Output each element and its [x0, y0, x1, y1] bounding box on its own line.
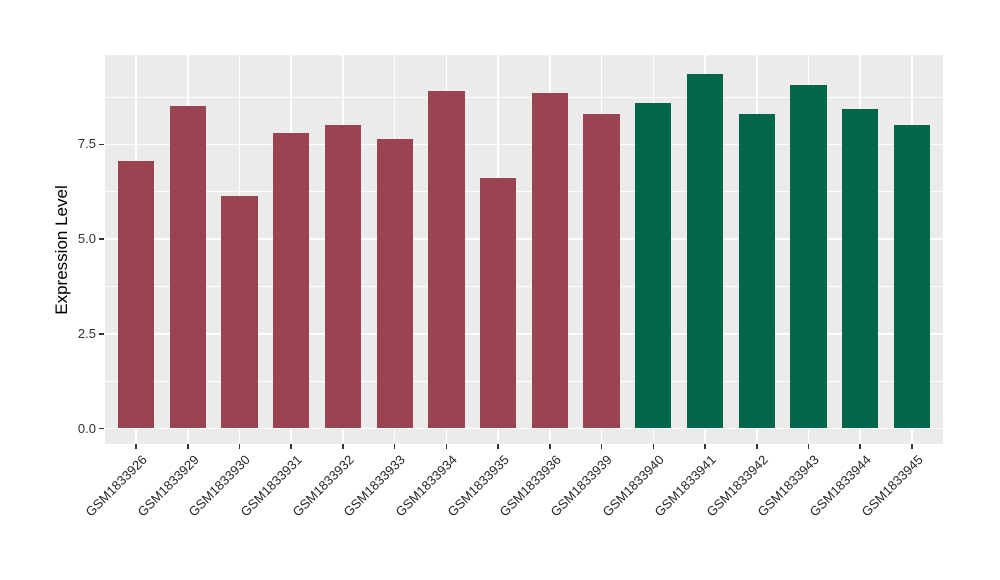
- gridline-major-y-7.5: [105, 143, 943, 146]
- bar-GSM1833940: [635, 103, 672, 429]
- x-tick-mark-GSM1833926: [135, 444, 137, 449]
- bar-GSM1833932: [324, 125, 362, 429]
- x-tick-mark-GSM1833943: [807, 444, 810, 449]
- gridline-minor-y-6.25: [105, 191, 943, 193]
- gridline-major-y-2.5: [105, 332, 943, 335]
- bar-GSM1833943: [790, 85, 827, 429]
- x-tick-mark-GSM1833930: [238, 444, 241, 449]
- bar-GSM1833930: [221, 196, 258, 429]
- bar-GSM1833939: [583, 114, 620, 429]
- gridline-major-y-5: [105, 238, 943, 240]
- x-tick-mark-GSM1833942: [756, 444, 758, 449]
- y-tick-label-5.0: 5.0: [77, 231, 96, 247]
- bar-GSM1833945: [893, 125, 931, 429]
- gridline-minor-y-1.25: [105, 380, 943, 382]
- bar-GSM1833926: [117, 160, 155, 429]
- x-tick-mark-GSM1833934: [445, 444, 448, 449]
- x-tick-mark-GSM1833941: [704, 444, 706, 449]
- y-tick-mark-5.0: [99, 238, 104, 240]
- bar-GSM1833933: [376, 139, 413, 429]
- y-tick-mark-7.5: [99, 143, 104, 146]
- x-tick-mark-GSM1833939: [600, 444, 603, 449]
- bar-GSM1833934: [428, 91, 465, 429]
- gridline-minor-y-8.75: [105, 96, 943, 98]
- y-tick-mark-0.0: [99, 427, 104, 430]
- x-tick-mark-GSM1833944: [859, 444, 861, 449]
- x-tick-mark-GSM1833936: [549, 444, 551, 449]
- x-tick-mark-GSM1833935: [497, 444, 499, 449]
- bar-GSM1833936: [531, 92, 568, 429]
- x-tick-mark-GSM1833933: [393, 444, 396, 449]
- y-tick-label-0.0: 0.0: [77, 420, 96, 436]
- bar-GSM1833929: [169, 106, 206, 429]
- y-tick-label-7.5: 7.5: [77, 136, 96, 152]
- y-axis-title: Expression Level: [52, 184, 71, 315]
- gridline-minor-y-3.75: [105, 286, 943, 287]
- x-tick-mark-GSM1833932: [342, 444, 344, 449]
- bar-GSM1833931: [273, 132, 310, 429]
- plot-panel: [105, 55, 943, 444]
- x-tick-mark-GSM1833929: [187, 444, 189, 449]
- x-tick-mark-GSM1833940: [652, 444, 655, 449]
- x-tick-mark-GSM1833931: [290, 444, 292, 449]
- bar-GSM1833941: [686, 74, 724, 429]
- y-tick-mark-2.5: [99, 333, 104, 335]
- y-tick-label-2.5: 2.5: [77, 325, 96, 341]
- bar-GSM1833935: [480, 178, 517, 429]
- bar-GSM1833942: [738, 114, 775, 429]
- x-tick-mark-GSM1833945: [911, 444, 913, 449]
- bar-GSM1833944: [842, 109, 879, 429]
- gridline-major-y-0: [105, 427, 943, 430]
